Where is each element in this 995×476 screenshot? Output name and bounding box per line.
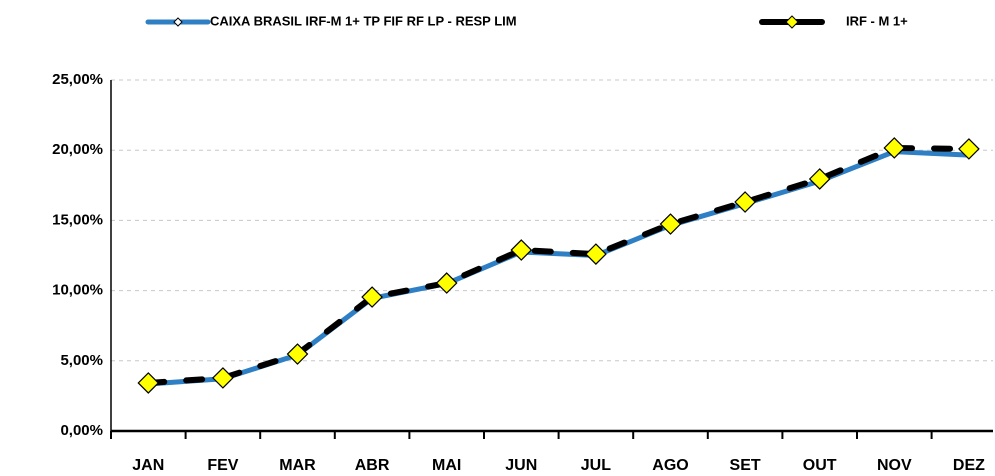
point-marker <box>137 372 160 394</box>
x-tick-label: MAI <box>432 457 461 474</box>
point-marker <box>361 286 383 308</box>
x-tick-label: JUL <box>581 457 611 474</box>
legend-marker <box>173 17 183 27</box>
point-marker <box>659 213 682 235</box>
point-marker <box>958 138 980 160</box>
x-tick-label: AGO <box>652 457 688 474</box>
legend-label: CAIXA BRASIL IRF-M 1+ TP FIF RF LP - RES… <box>210 13 517 28</box>
point-marker <box>883 137 906 159</box>
point-marker <box>510 239 533 261</box>
x-tick-label: JAN <box>132 457 164 474</box>
point-marker <box>585 243 607 265</box>
series-line <box>145 144 972 386</box>
point-marker <box>435 272 458 294</box>
x-tick-label: NOV <box>877 457 912 474</box>
point-marker <box>212 367 234 389</box>
y-tick-label: 0,00% <box>60 422 103 439</box>
x-tick-label: DEZ <box>953 457 985 474</box>
y-tick-label: 5,00% <box>60 352 103 369</box>
point-marker <box>734 191 756 213</box>
legend-label: IRF - M 1+ <box>846 13 908 28</box>
x-tick-label: ABR <box>355 457 390 474</box>
y-tick-label: 20,00% <box>52 141 103 158</box>
point-marker <box>808 168 831 190</box>
point-marker <box>286 343 309 365</box>
y-tick-label: 10,00% <box>52 282 103 299</box>
x-tick-label: FEV <box>207 457 238 474</box>
legend-marker <box>785 15 799 29</box>
y-tick-label: 25,00% <box>52 71 103 88</box>
x-tick-label: OUT <box>803 457 837 474</box>
x-tick-label: JUN <box>505 457 537 474</box>
x-tick-label: SET <box>730 457 761 474</box>
x-tick-label: MAR <box>279 457 316 474</box>
y-tick-label: 15,00% <box>52 211 103 228</box>
series-line <box>148 149 970 387</box>
